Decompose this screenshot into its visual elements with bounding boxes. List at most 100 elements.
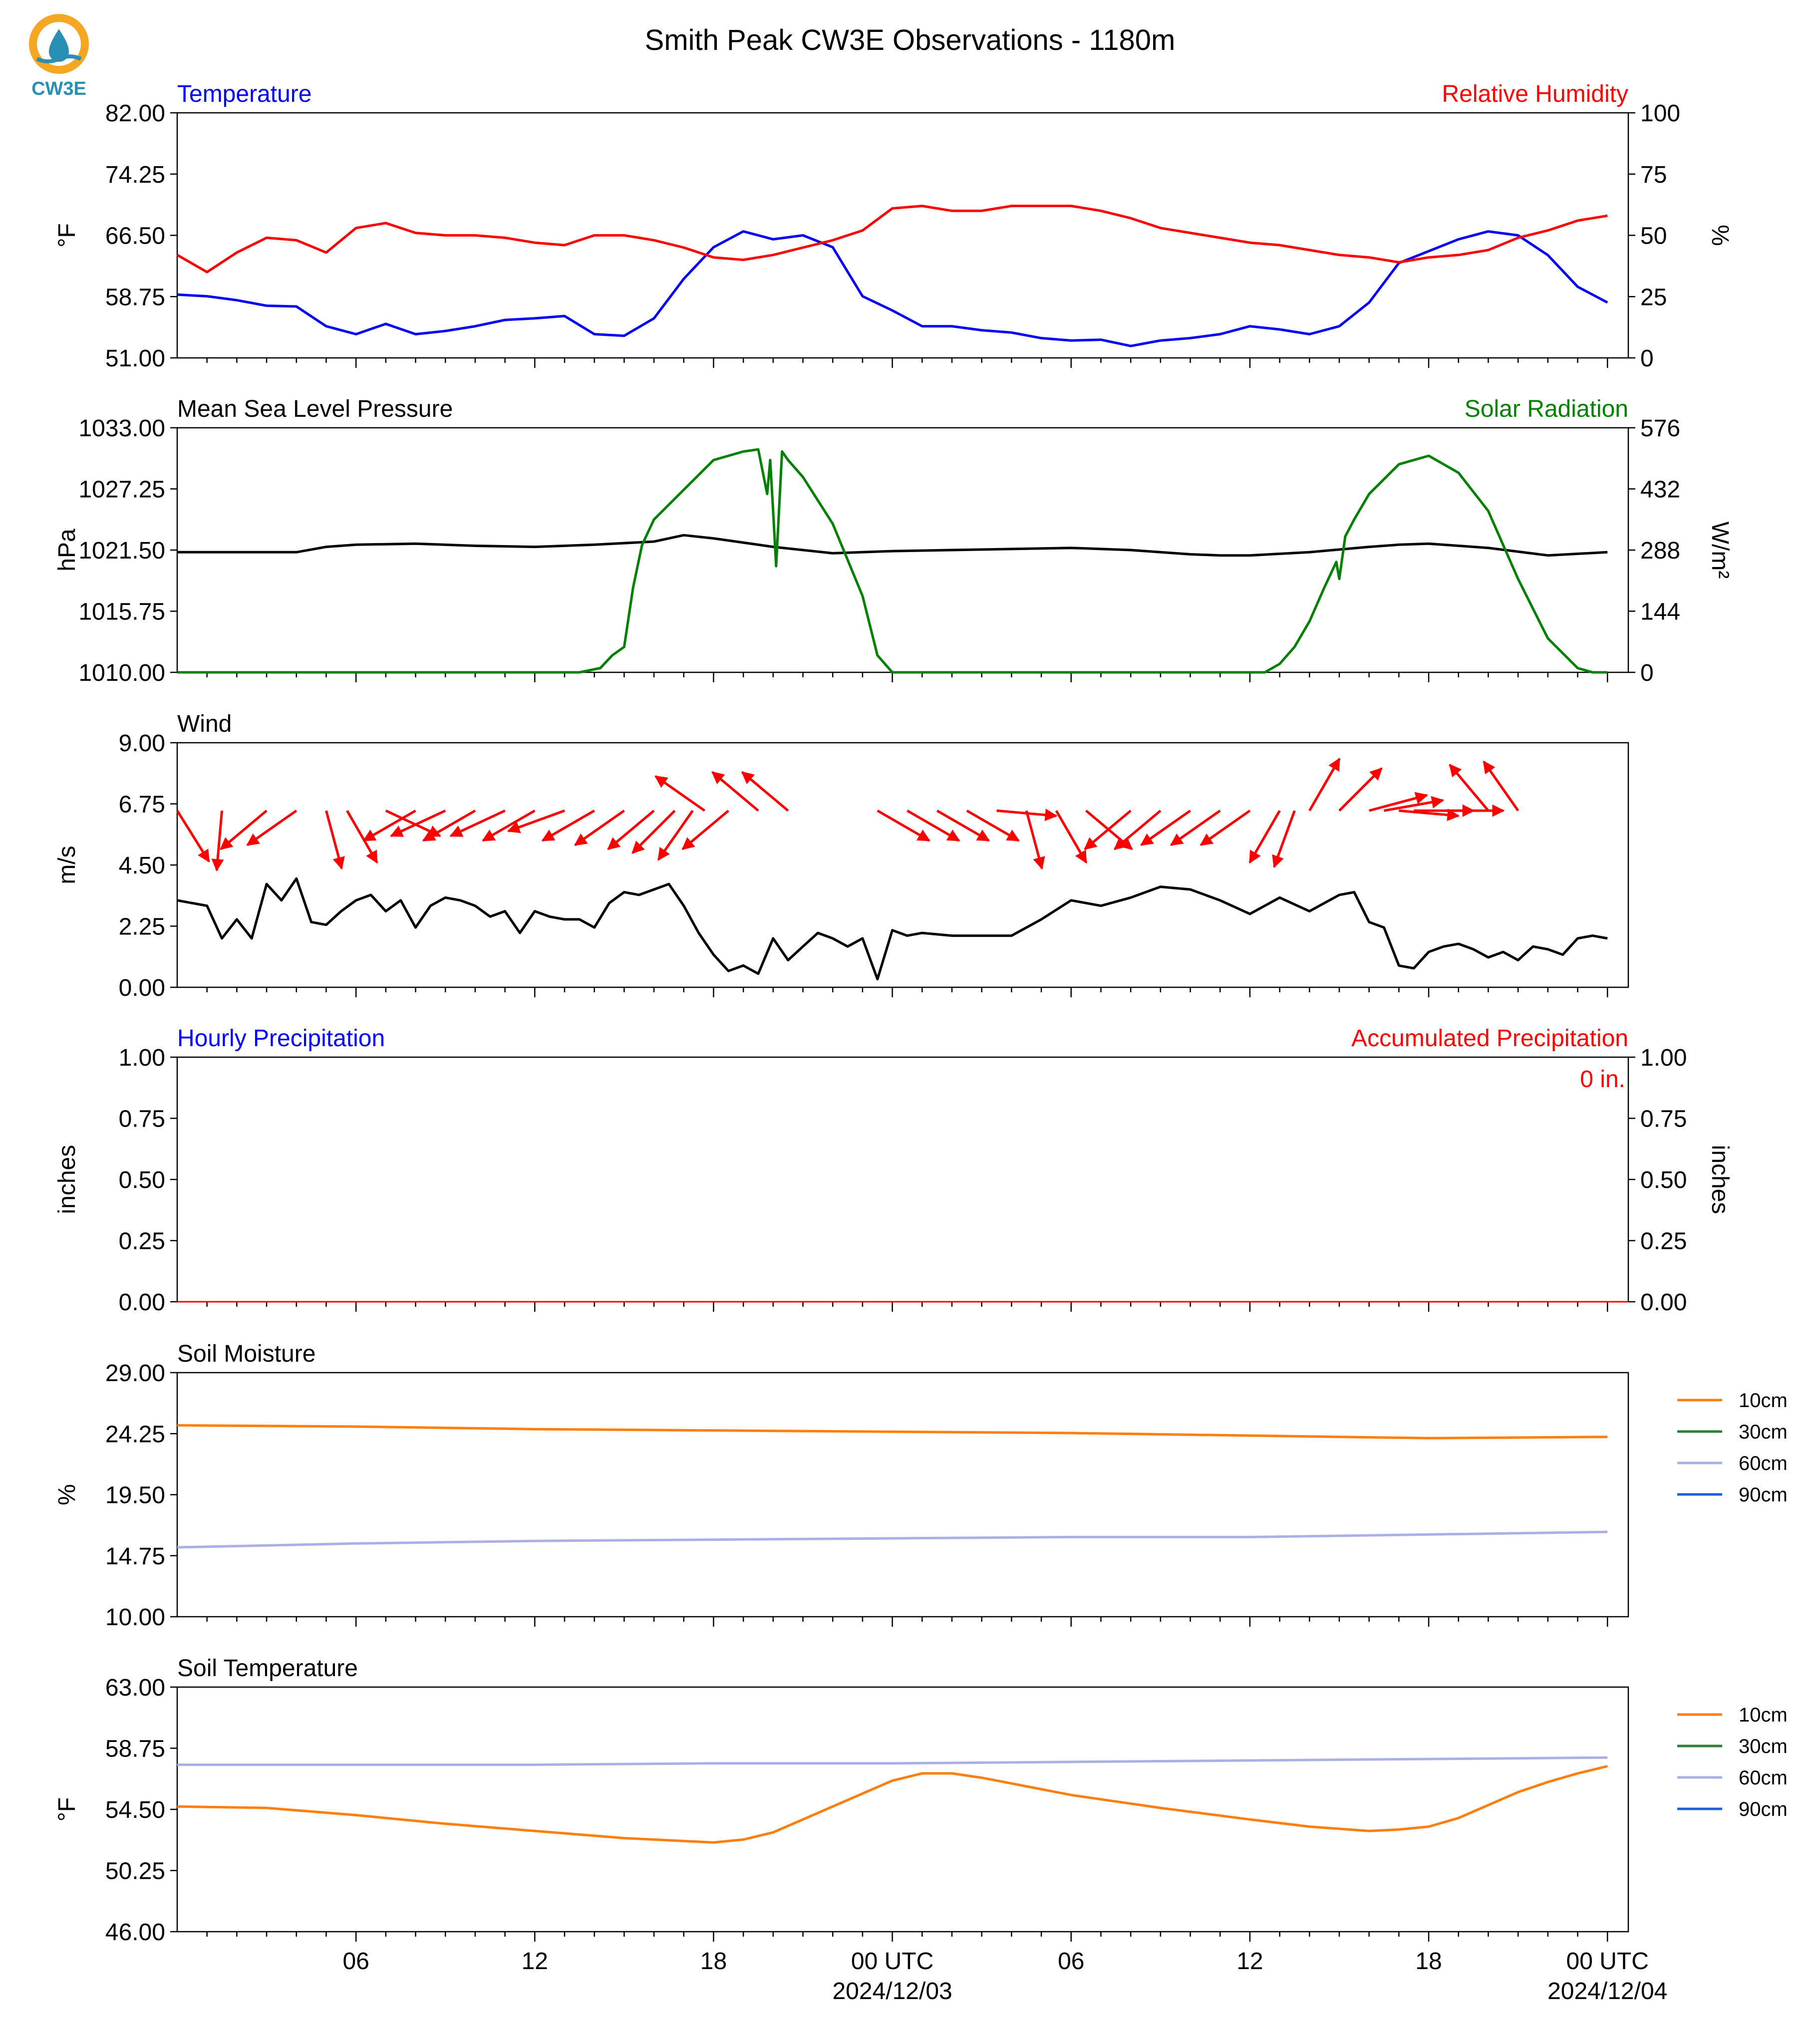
series-wind <box>177 877 1608 981</box>
y-tick-label-left: 58.75 <box>105 1736 165 1762</box>
cw3e-logo: CW3E <box>29 14 89 99</box>
wind-arrow <box>1308 758 1341 812</box>
y-axis-label-left: m/s <box>54 846 80 884</box>
panel-title-left: Soil Moisture <box>177 1341 315 1367</box>
y-tick-label-left: 0.50 <box>119 1167 165 1193</box>
wind-arrow <box>1055 810 1088 864</box>
y-tick-label-left: 82.00 <box>105 100 165 127</box>
logo-wave-icon <box>36 54 82 63</box>
x-tick-label: 12 <box>1236 1948 1263 1975</box>
wind-arrow <box>877 809 930 842</box>
panel-pressure_solar: Mean Sea Level Pressure Solar Radiation 10… <box>54 396 1733 686</box>
series-mean-sea-level-pressure <box>177 534 1608 557</box>
series-relative-humidity <box>176 205 1608 274</box>
y-axis-label-right: % <box>1707 225 1733 246</box>
y-tick-label-left: 1010.00 <box>78 660 165 686</box>
date-label: 2024/12/04 <box>1547 1978 1667 2005</box>
panel-title-right: Relative Humidity <box>1442 81 1628 107</box>
panel-title-right: Solar Radiation <box>1465 396 1628 422</box>
wind-arrow <box>1449 764 1490 812</box>
y-axis-label-left: inches <box>54 1145 80 1214</box>
x-tick-label: 18 <box>700 1948 727 1975</box>
wind-arrow <box>246 810 298 846</box>
y-tick-label-right: 576 <box>1640 415 1680 442</box>
panel-soil_temperature: Soil Temperature 63.00 58.75 54.50 50.25 46.0… <box>54 1655 1788 1946</box>
logo-text: CW3E <box>31 78 86 99</box>
panel-precipitation: Hourly Precipitation Accumulated Precipit… <box>54 1025 1733 1316</box>
y-tick-label-right: 0.00 <box>1640 1289 1687 1316</box>
y-tick-label-right: 0.25 <box>1640 1228 1687 1255</box>
x-tick-label: 00 UTC <box>1566 1948 1649 1975</box>
y-tick-label-left: 9.00 <box>119 730 165 757</box>
y-axis-label-right: inches <box>1707 1145 1733 1214</box>
wind-arrow <box>681 810 729 851</box>
y-tick-label-right: 0.50 <box>1640 1167 1687 1193</box>
wind-arrow <box>346 810 378 864</box>
panel-title-left: Mean Sea Level Pressure <box>177 396 453 422</box>
wind-arrow <box>1338 767 1383 812</box>
x-tick-label: 06 <box>1058 1948 1084 1975</box>
panel-soil_moisture: Soil Moisture 29.00 24.25 19.50 14.75 10.00% 1… <box>54 1341 1788 1631</box>
legend-label-10cm: 10cm <box>1739 1704 1788 1726</box>
y-tick-label-left: 1027.25 <box>78 477 165 503</box>
series-60cm <box>177 1756 1608 1766</box>
wind-arrow <box>541 809 595 842</box>
y-axis-label-left: °F <box>54 1797 80 1822</box>
y-tick-label-left: 74.25 <box>105 162 165 188</box>
series-10cm <box>177 1765 1608 1844</box>
legend-label-60cm: 60cm <box>1739 1452 1788 1474</box>
wind-arrow <box>362 809 416 842</box>
y-tick-label-left: 63.00 <box>105 1675 165 1701</box>
x-tick-label: 12 <box>522 1948 548 1975</box>
y-axis-label-left: % <box>54 1484 80 1505</box>
y-tick-label-right: 25 <box>1640 284 1667 310</box>
y-tick-label-right: 1.00 <box>1640 1045 1687 1071</box>
logo-water-drop-icon <box>49 29 69 62</box>
chart-panels: Temperature Relative Humidity 82.00 74.25 66… <box>54 81 1788 2005</box>
wind-arrow <box>1140 810 1191 846</box>
wind-arrow <box>654 775 705 812</box>
x-tick-label: 00 UTC <box>851 1948 933 1975</box>
wind-arrow <box>325 810 345 870</box>
legend-label-30cm: 30cm <box>1739 1421 1788 1443</box>
accumulated-precip-annotation: 0 in. <box>1580 1066 1625 1093</box>
wind-arrow <box>1084 810 1132 851</box>
y-axis-label-right: W/m² <box>1707 522 1733 579</box>
panel-temp_rh: Temperature Relative Humidity 82.00 74.25 66… <box>54 81 1733 372</box>
wind-arrow <box>631 810 676 854</box>
wind-arrow <box>741 771 789 812</box>
wind-arrow <box>1272 810 1296 869</box>
panel-wind: Wind 9.00 6.75 4.50 2.25 0.00 m/s <box>54 711 1629 1001</box>
wind-arrow <box>574 810 625 846</box>
legend-label-10cm: 10cm <box>1739 1390 1788 1412</box>
wind-arrow <box>711 771 759 812</box>
panel-title-left: Soil Temperature <box>177 1655 358 1682</box>
y-tick-label-left: 2.25 <box>119 914 165 940</box>
wind-arrow <box>1248 810 1281 864</box>
wind-arrow <box>449 809 506 838</box>
y-tick-label-right: 75 <box>1640 162 1667 188</box>
wind-arrow <box>1113 810 1162 851</box>
wind-arrow <box>1384 796 1445 812</box>
wind-arrow <box>507 809 565 834</box>
legend-label-30cm: 30cm <box>1739 1736 1788 1757</box>
y-tick-label-left: 50.25 <box>105 1858 165 1885</box>
panel-title-left: Temperature <box>177 81 311 107</box>
y-tick-label-left: 54.50 <box>105 1797 165 1823</box>
wind-arrow <box>211 810 224 872</box>
y-tick-label-left: 24.25 <box>105 1421 165 1448</box>
date-label: 2024/12/03 <box>832 1978 952 2005</box>
wind-arrow <box>1200 810 1251 846</box>
wind-arrow <box>1369 792 1429 812</box>
series-60cm <box>177 1530 1608 1549</box>
y-tick-label-left: 1021.50 <box>78 538 165 564</box>
y-tick-label-left: 1015.75 <box>78 599 165 625</box>
y-tick-label-left: 14.75 <box>105 1543 165 1570</box>
wind-arrow <box>936 809 990 842</box>
y-tick-label-right: 50 <box>1640 223 1667 250</box>
series-temperature <box>177 230 1608 347</box>
wind-arrow <box>390 809 446 838</box>
y-tick-label-left: 0.00 <box>119 975 165 1001</box>
y-tick-label-left: 66.50 <box>105 223 165 250</box>
